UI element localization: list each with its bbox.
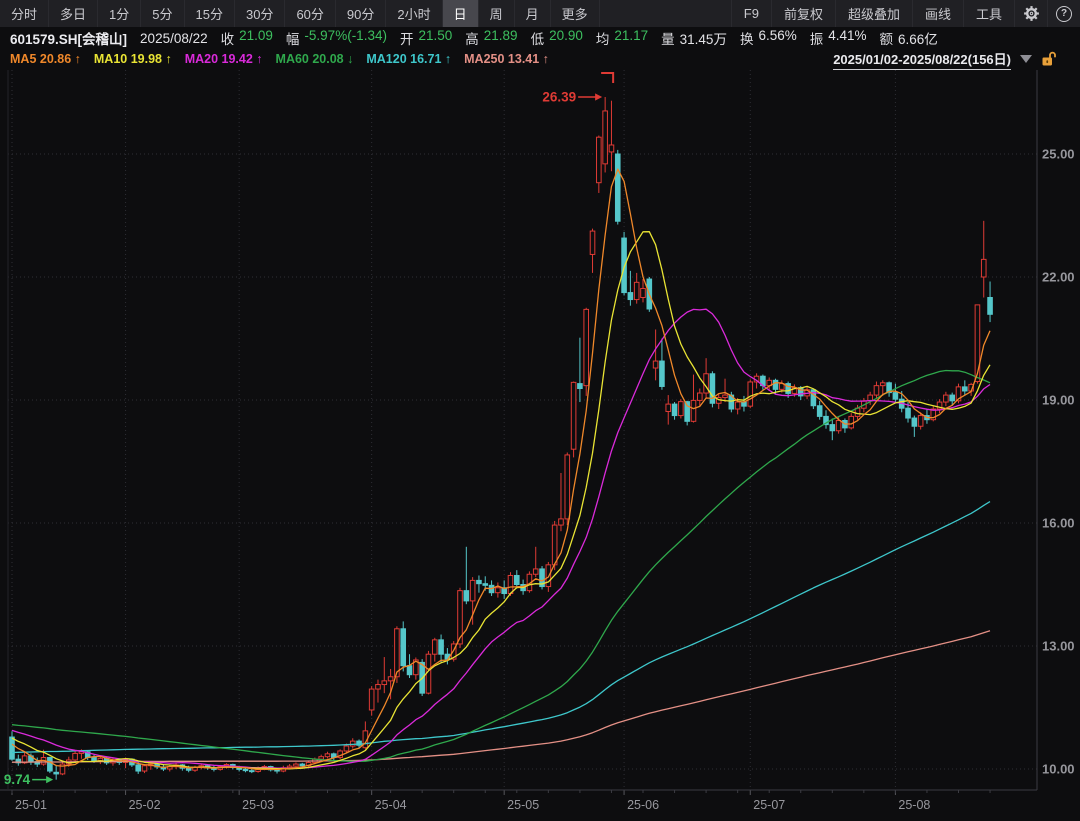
low-annotation: 9.74 [4,772,54,787]
period-tab-4[interactable]: 15分 [185,0,235,27]
symbol-name: 601579.SH[会稽山] [10,32,128,47]
ma-value-ma5: MA5 20.86 ↑ [10,52,81,66]
high-annotation: 26.39 [542,72,615,105]
toolbar-item-4[interactable]: 工具 [962,0,1014,27]
ma10-line [11,231,991,770]
period-tab-0[interactable]: 分时 [0,0,50,27]
ma120-line [11,501,991,754]
ma-value-ma250: MA250 13.41 ↑ [464,52,549,66]
quote-field-8: 振 4.41% [810,28,867,48]
svg-text:13.00: 13.00 [1042,639,1075,654]
period-tab-12[interactable]: 更多 [551,0,600,27]
quote-field-0: 收 21.09 [221,28,273,48]
quote-info-bar: 601579.SH[会稽山] 2025/08/22 收 21.09 幅 -5.97%(… [0,27,1080,49]
date-range-selector[interactable]: 2025/01/02-2025/08/22(156日) [833,49,1011,70]
period-tab-2[interactable]: 1分 [98,0,142,27]
toolbar-right: F9 前复权 超级叠加 画线 工具 ? [730,0,1080,27]
toolbar-item-0[interactable]: F9 [730,0,771,27]
svg-text:19.00: 19.00 [1042,393,1075,408]
chevron-down-icon[interactable] [1020,55,1032,63]
svg-text:25-07: 25-07 [753,798,785,812]
quote-field-value: 31.45万 [679,32,727,47]
ma-value-ma20: MA20 19.42 ↑ [184,52,263,66]
svg-text:26.39: 26.39 [542,90,576,105]
unlock-icon[interactable] [1041,51,1056,67]
quote-field-value: -5.97%(-1.34) [304,28,387,43]
quote-field-7: 换 6.56% [740,28,797,48]
period-tab-7[interactable]: 90分 [336,0,387,27]
period-tab-6[interactable]: 60分 [285,0,336,27]
toolbar-item-1[interactable]: 前复权 [770,0,835,27]
candles [9,97,993,780]
quote-field-label: 低 [530,32,545,47]
toolbar-item-2[interactable]: 超级叠加 [834,0,912,27]
quote-field-label: 均 [595,32,610,47]
period-tab-8[interactable]: 2小时 [386,0,443,27]
period-tab-3[interactable]: 5分 [141,0,185,27]
quote-date: 2025/08/22 [140,30,208,46]
grid: 25.00 22.00 19.00 16.00 13.00 10.00 25-01 25-02… [0,70,1075,812]
svg-text:25-02: 25-02 [129,798,161,812]
period-tab-11[interactable]: 月 [515,0,551,27]
quote-field-3: 高 21.89 [465,28,517,48]
svg-text:25.00: 25.00 [1042,147,1075,162]
svg-text:25-06: 25-06 [627,798,659,812]
quote-field-value: 21.09 [239,28,273,43]
quote-field-label: 开 [399,32,414,47]
quote-field-label: 幅 [285,32,300,47]
quote-field-label: 量 [661,32,675,47]
quote-field-value: 21.17 [614,28,649,43]
quote-field-label: 换 [739,32,754,47]
svg-text:25-08: 25-08 [898,798,930,812]
help-button[interactable]: ? [1047,0,1080,27]
ma250-line [12,630,991,763]
help-icon: ? [1056,5,1072,22]
ma-lines [11,168,991,771]
ma5-line [11,168,991,771]
settings-button[interactable] [1014,0,1047,27]
svg-text:25-04: 25-04 [375,798,407,812]
ma-indicator-bar: MA5 20.86 ↑ MA10 19.98 ↑ MA20 19.42 ↑ MA60 … [0,49,1080,70]
svg-text:25-05: 25-05 [507,798,539,812]
svg-text:16.00: 16.00 [1042,516,1075,531]
quote-field-6: 量 31.45万 [661,28,727,48]
ma-value-ma120: MA120 16.71 ↑ [366,52,452,66]
period-tab-9[interactable]: 日 [442,0,479,27]
quote-field-label: 高 [465,32,479,47]
quote-field-value: 6.56% [758,28,797,43]
svg-text:25-01: 25-01 [15,798,47,812]
quote-field-5: 均 21.17 [596,28,648,48]
quote-field-4: 低 20.90 [531,28,583,48]
svg-text:9.74: 9.74 [4,772,31,787]
quote-field-1: 幅 -5.97%(-1.34) [286,28,387,48]
period-toolbar: 分时 多日 1分 5分 15分 30分 60分 90分 2小时日周月更多 F9 前复权 超级叠加 画线… [0,0,1080,28]
ma-value-ma10: MA10 19.98 ↑ [93,52,172,66]
period-tab-10[interactable]: 周 [479,0,515,27]
quote-field-value: 20.90 [549,28,583,43]
svg-text:25-03: 25-03 [242,798,274,812]
quote-field-value: 21.89 [483,28,518,43]
quote-field-value: 21.50 [418,28,453,43]
quote-field-value: 6.66亿 [898,32,938,47]
quote-field-2: 开 21.50 [400,28,452,48]
period-tab-1[interactable]: 多日 [49,0,99,27]
svg-text:22.00: 22.00 [1042,270,1075,285]
quote-field-label: 振 [809,32,824,47]
toolbar-item-3[interactable]: 画线 [911,0,963,27]
ma20-line [11,308,991,769]
quote-field-label: 额 [879,32,894,47]
svg-text:10.00: 10.00 [1042,762,1075,777]
quote-field-label: 收 [220,32,235,47]
ma60-line [11,369,991,763]
quote-field-value: 4.41% [828,28,867,43]
gear-icon [1023,6,1039,21]
ma-value-ma60: MA60 20.08 ↓ [275,52,354,66]
quote-field-9: 额 6.66亿 [880,28,938,48]
date-range-group: 2025/01/02-2025/08/22(156日) [833,49,1080,70]
period-tab-5[interactable]: 30分 [235,0,286,27]
